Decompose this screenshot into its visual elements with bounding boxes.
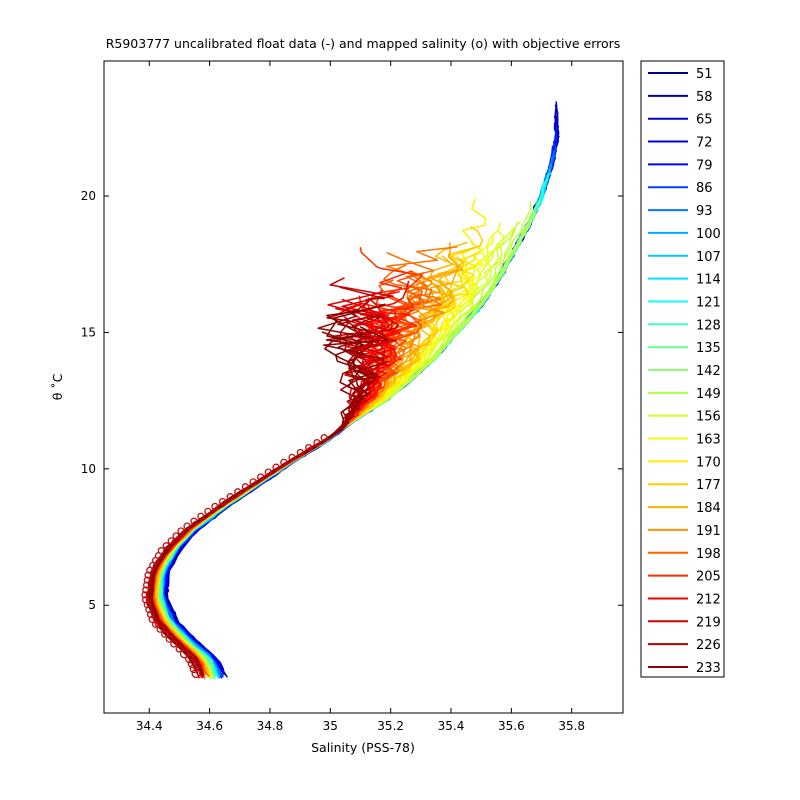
mapped-salinity-marker xyxy=(148,615,156,624)
legend-label: 51 xyxy=(696,67,713,82)
legend-label: 170 xyxy=(696,455,721,470)
chart-title: R5903777 uncalibrated float data (-) and… xyxy=(106,36,621,51)
mapped-salinity-marker xyxy=(204,507,212,516)
mapped-salinity-marker xyxy=(191,668,201,679)
legend-label: 100 xyxy=(696,227,721,242)
legend-label: 65 xyxy=(696,113,713,128)
axes: 34.4 34.6 34.8 35 35.2 35.4 35.6 35.8 5 10 15 20 xyxy=(81,61,623,733)
mapped-salinity-marker xyxy=(141,596,150,604)
mapped-salinity-marker xyxy=(151,620,160,628)
x-tick-label: 34.6 xyxy=(196,719,223,733)
mapped-salinity-marker xyxy=(320,434,328,442)
y-tick-label: 15 xyxy=(81,325,96,339)
mapped-salinity-marker xyxy=(187,658,198,669)
x-tick-label: 35.8 xyxy=(558,719,585,733)
x-tick-label: 34.8 xyxy=(257,719,284,733)
legend-label: 128 xyxy=(696,318,721,333)
legend-label: 142 xyxy=(696,364,721,379)
legend-label: 156 xyxy=(696,410,721,425)
mapped-salinity-marker xyxy=(189,663,199,674)
mapped-salinity-marker xyxy=(175,645,183,653)
legend: 51 58 65 72 79 86 93 100 107 114 121 128 135 142 149 15… xyxy=(640,60,725,678)
mapped-salinity-marker xyxy=(172,532,180,540)
legend-label: 205 xyxy=(696,570,721,585)
mapped-salinity-marker xyxy=(177,527,185,535)
mapped-salinity-marker xyxy=(142,581,151,589)
mapped-salinity-marker xyxy=(257,473,265,481)
mapped-salinity-marker xyxy=(161,630,169,638)
mapped-salinity-markers xyxy=(141,434,328,679)
mapped-salinity-marker xyxy=(226,493,234,501)
x-tick-label: 35.6 xyxy=(498,719,525,733)
legend-label: 72 xyxy=(696,136,713,151)
mapped-salinity-marker xyxy=(145,605,153,614)
legend-label: 212 xyxy=(696,592,721,607)
y-tick-label: 5 xyxy=(88,598,96,612)
legend-label: 233 xyxy=(696,661,721,676)
mapped-salinity-marker xyxy=(296,448,305,457)
legend-label: 135 xyxy=(696,341,721,356)
mapped-salinity-marker xyxy=(183,522,191,530)
mapped-salinity-marker xyxy=(305,443,313,452)
mapped-salinity-marker xyxy=(141,591,149,599)
mapped-salinity-marker xyxy=(264,468,272,476)
x-axis-label: Salinity (PSS-78) xyxy=(311,740,415,755)
mapped-salinity-marker xyxy=(197,512,205,520)
x-tick-label: 35 xyxy=(323,719,338,733)
x-tick-label: 35.2 xyxy=(377,719,404,733)
legend-label: 184 xyxy=(696,501,721,516)
legend-label: 58 xyxy=(696,90,713,105)
legend-label: 226 xyxy=(696,638,721,653)
mapped-salinity-marker xyxy=(190,517,198,525)
mapped-salinity-marker xyxy=(179,649,190,659)
x-tick-label: 34.4 xyxy=(136,719,163,733)
legend-label: 114 xyxy=(696,273,721,288)
float-profile-traces xyxy=(145,101,560,680)
legend-label: 219 xyxy=(696,615,721,630)
legend-label: 121 xyxy=(696,295,721,310)
mapped-salinity-marker xyxy=(218,497,227,506)
mapped-salinity-marker xyxy=(185,654,195,664)
legend-label: 191 xyxy=(696,524,721,539)
mapped-salinity-marker xyxy=(167,537,175,545)
mapped-salinity-marker xyxy=(162,542,170,550)
mapped-salinity-marker xyxy=(170,640,178,648)
legend-label: 163 xyxy=(696,433,721,448)
y-tick-label: 20 xyxy=(81,189,96,203)
legend-label: 93 xyxy=(696,204,713,219)
mapped-salinity-marker xyxy=(156,625,164,633)
mapped-salinity-marker xyxy=(157,547,165,555)
y-axis-label: θ ˚C xyxy=(50,373,65,400)
mapped-salinity-marker xyxy=(165,635,173,643)
legend-label: 86 xyxy=(696,181,713,196)
mapped-salinity-marker xyxy=(241,483,250,491)
legend-label: 198 xyxy=(696,547,721,562)
legend-label: 149 xyxy=(696,387,721,402)
mapped-salinity-marker xyxy=(211,502,219,511)
mapped-salinity-marker xyxy=(234,488,242,496)
x-tick-label: 35.4 xyxy=(438,719,465,733)
legend-label: 107 xyxy=(696,250,721,265)
mapped-salinity-marker xyxy=(272,463,280,471)
mapped-salinity-marker xyxy=(143,576,151,584)
mapped-salinity-marker xyxy=(249,478,257,486)
mapped-salinity-marker xyxy=(280,458,288,466)
y-tick-label: 10 xyxy=(81,462,96,476)
mapped-salinity-marker xyxy=(288,453,296,462)
legend-label: 79 xyxy=(696,158,713,173)
mapped-salinity-marker xyxy=(313,439,321,447)
legend-label: 177 xyxy=(696,478,721,493)
mapped-salinity-marker xyxy=(142,586,150,594)
